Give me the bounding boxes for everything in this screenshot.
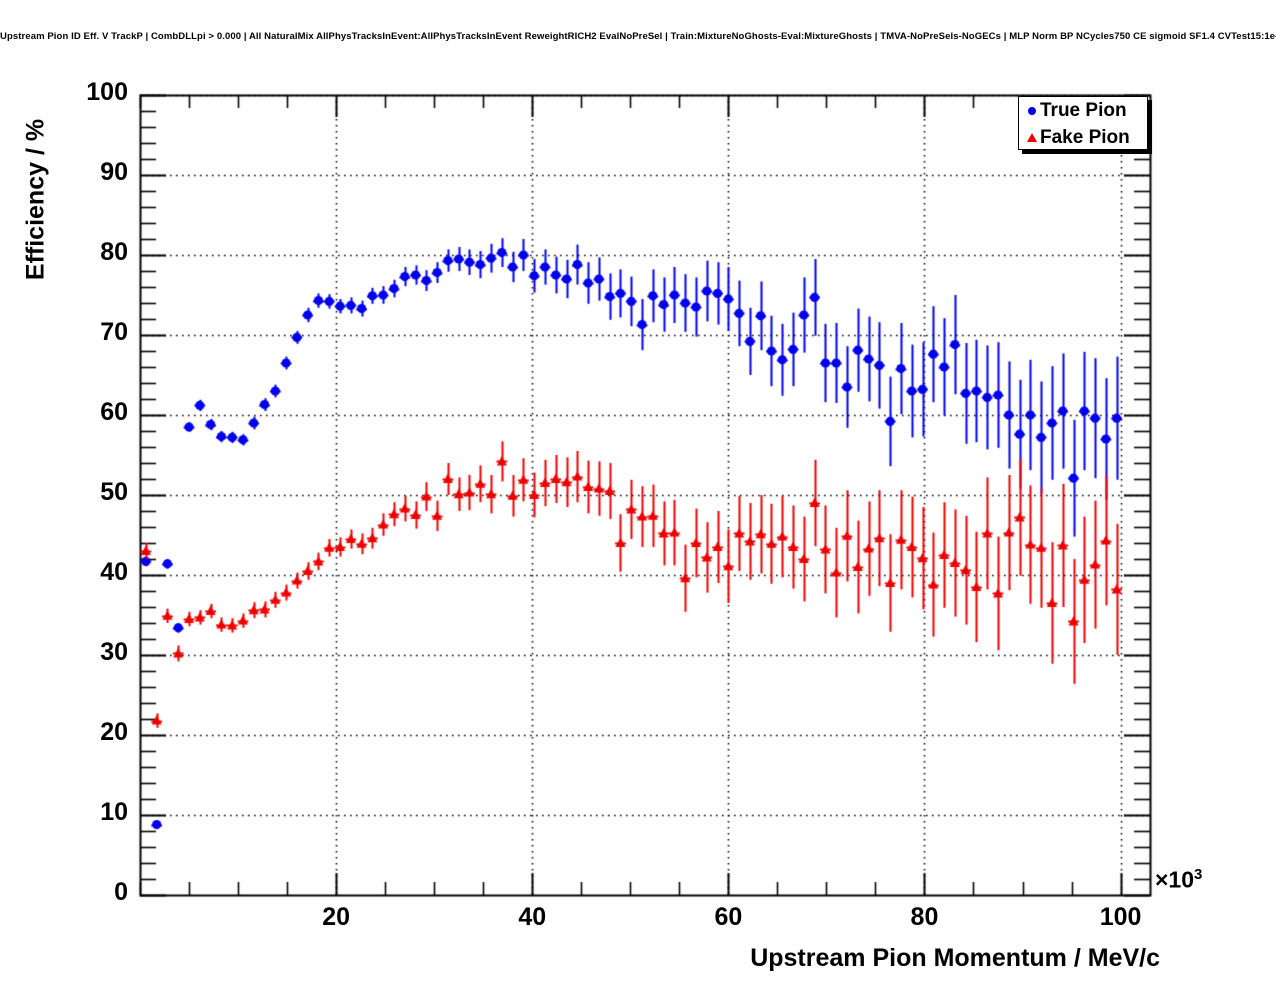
legend-entry-true-pion: True Pion — [1019, 97, 1147, 124]
legend-entry-fake-pion: Fake Pion — [1019, 124, 1147, 151]
exponent-base: ×10 — [1155, 866, 1195, 893]
y-tick-label: 100 — [86, 78, 128, 106]
y-tick-label: 10 — [100, 798, 128, 826]
y-tick-label: 50 — [100, 478, 128, 506]
x-tick-label: 100 — [1099, 903, 1142, 931]
exponent-power: 3 — [1194, 866, 1203, 883]
legend: True Pion Fake Pion — [1018, 96, 1148, 150]
y-tick-label: 60 — [100, 398, 128, 426]
x-tick-label: 80 — [910, 903, 939, 931]
x-tick-label: 20 — [322, 903, 351, 931]
x-axis-exponent: ×103 — [1155, 866, 1202, 894]
y-tick-label: 40 — [100, 558, 128, 586]
y-tick-label: 80 — [100, 238, 128, 266]
x-axis-title: Upstream Pion Momentum / MeV/c — [750, 944, 1160, 972]
x-tick-label: 40 — [518, 903, 547, 931]
y-axis-title: Efficiency / % — [21, 118, 50, 281]
y-tick-label: 90 — [100, 158, 128, 186]
legend-label-true-pion: True Pion — [1040, 99, 1127, 121]
y-tick-label: 30 — [100, 638, 128, 666]
circle-marker-icon — [1024, 106, 1040, 115]
y-tick-label: 20 — [100, 718, 128, 746]
x-tick-label: 60 — [714, 903, 743, 931]
y-tick-label: 0 — [114, 878, 128, 906]
legend-label-fake-pion: Fake Pion — [1040, 126, 1130, 148]
y-tick-label: 70 — [100, 318, 128, 346]
triangle-marker-icon — [1024, 133, 1040, 142]
